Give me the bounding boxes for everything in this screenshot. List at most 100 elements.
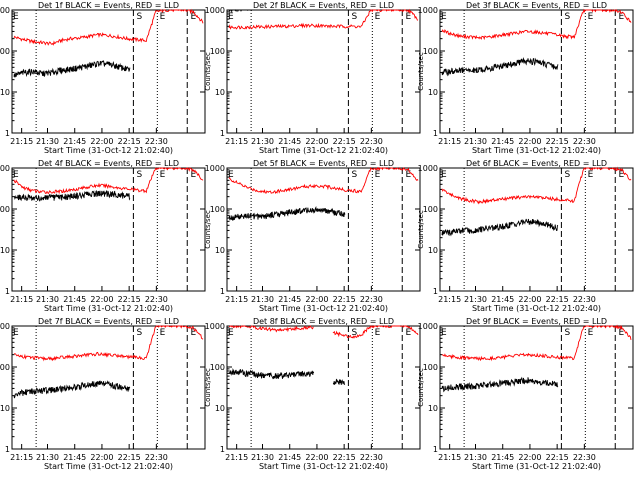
event-marker: E <box>13 12 19 22</box>
lld-rate-line <box>228 166 419 194</box>
y-tick-label: 1 <box>220 445 225 454</box>
lld-rate-line <box>228 325 419 339</box>
event-marker: E <box>375 12 381 22</box>
x-tick-label: 21:30 <box>36 295 59 304</box>
x-tick-label: 22:15 <box>546 137 569 146</box>
lld-rate-line <box>228 8 419 30</box>
y-tick-label: 1000 <box>418 164 438 173</box>
event-marker: E <box>160 170 166 180</box>
x-tick-label: 22:15 <box>546 453 569 462</box>
y-tick-label: 10 <box>0 404 10 413</box>
y-tick-label: 1 <box>5 445 10 454</box>
plot-frame <box>11 325 206 450</box>
y-tick-label: 1000 <box>0 6 10 15</box>
panel-det-2: Det 2f BLACK = Events, RED = LLD 1 10 100 10… <box>204 1 421 155</box>
x-tick-label: 21:30 <box>251 295 274 304</box>
y-tick-label: 1 <box>433 129 438 138</box>
x-tick-label: 21:15 <box>10 295 33 304</box>
x-tick-label: 22:00 <box>518 295 541 304</box>
y-tick-label: 100 <box>210 363 225 372</box>
x-tick-label: 22:00 <box>518 137 541 146</box>
lld-rate-line <box>13 8 204 46</box>
y-tick-label: 1000 <box>205 6 225 15</box>
x-tick-label: 21:45 <box>278 137 301 146</box>
x-tick-label: 21:15 <box>225 453 248 462</box>
y-axis-label: Counts/sec <box>204 52 212 91</box>
x-tick-label: 22:00 <box>90 295 113 304</box>
event-marker: E <box>441 328 447 338</box>
y-tick-label: 100 <box>210 47 225 56</box>
event-marker: S <box>565 328 571 338</box>
plot-frame <box>439 9 634 134</box>
x-tick-label: 22:30 <box>573 137 596 146</box>
x-axis-label: Start Time (31-Oct-12 21:02:40) <box>259 462 388 471</box>
y-tick-label: 10 <box>428 246 438 255</box>
event-rate-line <box>441 56 559 77</box>
event-marker: E <box>588 328 594 338</box>
event-marker: E <box>619 328 625 338</box>
y-tick-label: 1000 <box>418 6 438 15</box>
lld-rate-line <box>13 167 204 195</box>
event-marker: E <box>588 170 594 180</box>
x-tick-label: 22:15 <box>333 453 356 462</box>
event-marker: S <box>565 170 571 180</box>
y-tick-label: 1000 <box>205 164 225 173</box>
y-axis-label: Counts/sec <box>204 368 212 407</box>
x-tick-label: 21:45 <box>63 453 86 462</box>
y-tick-label: 1 <box>220 129 225 138</box>
panel-title: Det 8f BLACK = Events, RED = LLD <box>253 317 394 326</box>
event-marker: E <box>13 170 19 180</box>
y-tick-label: 1000 <box>0 164 10 173</box>
lld-rate-line <box>13 325 204 362</box>
plot-frame <box>439 167 634 292</box>
event-marker: E <box>191 328 197 338</box>
event-rate-line <box>13 380 131 399</box>
x-tick-label: 22:00 <box>305 453 328 462</box>
x-tick-label: 22:30 <box>145 295 168 304</box>
x-axis-label: Start Time (31-Oct-12 21:02:40) <box>259 146 388 155</box>
panel-title: Det 1f BLACK = Events, RED = LLD <box>38 1 179 10</box>
x-axis-label: Start Time (31-Oct-12 21:02:40) <box>259 304 388 313</box>
event-marker: E <box>619 170 625 180</box>
event-rate-line <box>228 367 346 386</box>
y-axis-label: Counts/sec <box>417 52 425 91</box>
event-marker: E <box>228 170 234 180</box>
x-tick-label: 22:00 <box>305 295 328 304</box>
event-marker: E <box>375 170 381 180</box>
y-tick-label: 10 <box>428 88 438 97</box>
x-axis-label: Start Time (31-Oct-12 21:02:40) <box>44 462 173 471</box>
panel-det-1: Det 1f BLACK = Events, RED = LLD 1 10 100 10… <box>0 1 206 155</box>
x-tick-label: 21:30 <box>464 137 487 146</box>
x-tick-label: 22:30 <box>573 295 596 304</box>
x-tick-label: 21:45 <box>491 137 514 146</box>
event-rate-line <box>13 60 131 78</box>
x-axis-label: Start Time (31-Oct-12 21:02:40) <box>472 304 601 313</box>
panel-title: Det 5f BLACK = Events, RED = LLD <box>253 159 394 168</box>
event-rate-line <box>441 218 559 237</box>
x-tick-label: 22:00 <box>90 137 113 146</box>
panel-title: Det 2f BLACK = Events, RED = LLD <box>253 1 394 10</box>
event-marker: E <box>619 12 625 22</box>
event-marker: S <box>352 170 358 180</box>
x-tick-label: 22:30 <box>145 137 168 146</box>
x-axis-label: Start Time (31-Oct-12 21:02:40) <box>44 304 173 313</box>
x-tick-label: 21:45 <box>491 453 514 462</box>
y-tick-label: 10 <box>215 246 225 255</box>
plot-frame <box>439 325 634 450</box>
event-marker: E <box>13 328 19 338</box>
plot-frame <box>226 325 421 450</box>
x-tick-label: 21:30 <box>464 453 487 462</box>
event-rate-line <box>13 189 131 202</box>
lld-rate-line <box>441 324 632 362</box>
event-marker: E <box>588 12 594 22</box>
y-tick-label: 100 <box>0 363 10 372</box>
y-tick-label: 10 <box>428 404 438 413</box>
x-tick-label: 21:45 <box>278 453 301 462</box>
event-marker: S <box>565 12 571 22</box>
x-tick-label: 21:45 <box>63 295 86 304</box>
panel-title: Det 7f BLACK = Events, RED = LLD <box>38 317 179 326</box>
x-tick-label: 21:30 <box>251 137 274 146</box>
event-marker: S <box>352 328 358 338</box>
event-marker: S <box>137 12 143 22</box>
